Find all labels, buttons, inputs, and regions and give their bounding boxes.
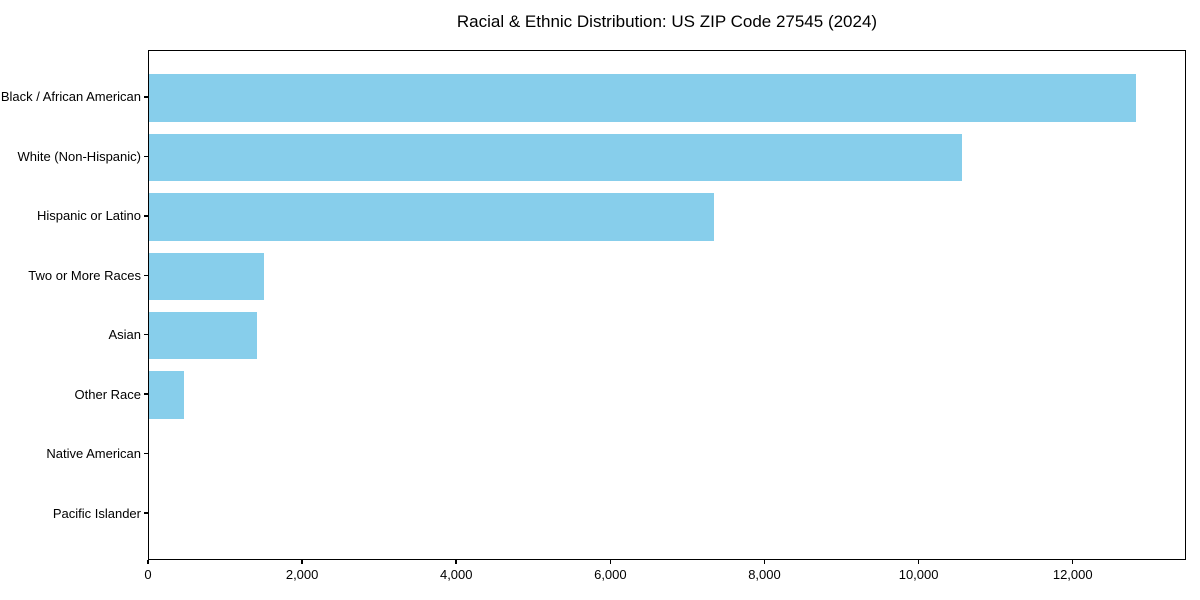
- y-axis-label: White (Non-Hispanic): [17, 148, 141, 164]
- y-axis-label: Other Race: [74, 386, 141, 402]
- y-axis-label: Two or More Races: [28, 267, 141, 283]
- y-axis-label: Black / African American: [0, 89, 141, 105]
- y-tick-mark: [144, 512, 148, 514]
- y-axis-label: Pacific Islander: [52, 505, 141, 521]
- y-axis-label: Asian: [108, 327, 141, 343]
- x-tick-label: 2,000: [285, 567, 319, 582]
- y-tick-mark: [144, 274, 148, 277]
- y-tick-mark: [144, 393, 148, 395]
- x-tick-mark: [455, 560, 457, 564]
- x-tick-mark: [147, 560, 149, 564]
- x-tick-label: 0: [144, 567, 152, 582]
- y-axis-label: Native American: [46, 446, 141, 462]
- bar-asian: [149, 311, 257, 360]
- bar-black-african-american: [149, 74, 1136, 122]
- y-tick-mark: [144, 333, 148, 336]
- bar-hispanic-or-latino: [149, 193, 714, 241]
- x-tick-mark: [763, 560, 766, 564]
- x-tick-label: 10,000: [898, 567, 939, 582]
- x-tick-label: 8,000: [748, 567, 781, 582]
- x-tick-label: 12,000: [1052, 567, 1093, 582]
- x-tick-label: 4,000: [439, 567, 473, 582]
- chart-title: Racial & Ethnic Distribution: US ZIP Cod…: [456, 12, 878, 31]
- x-tick-label: 6,000: [594, 567, 627, 582]
- x-tick-mark: [1071, 560, 1074, 564]
- plot-area: [148, 50, 1186, 560]
- x-tick-mark: [301, 560, 303, 564]
- y-tick-mark: [144, 155, 148, 158]
- bar-other-race: [149, 371, 184, 419]
- bar-white-non-hispanic: [149, 133, 962, 182]
- x-tick-mark: [609, 560, 612, 564]
- bar-two-or-more-races: [149, 252, 264, 301]
- x-tick-mark: [917, 560, 920, 564]
- y-axis-label: Hispanic or Latino: [36, 208, 141, 224]
- y-tick-mark: [144, 96, 148, 98]
- y-tick-mark: [144, 452, 148, 455]
- y-tick-mark: [144, 215, 148, 217]
